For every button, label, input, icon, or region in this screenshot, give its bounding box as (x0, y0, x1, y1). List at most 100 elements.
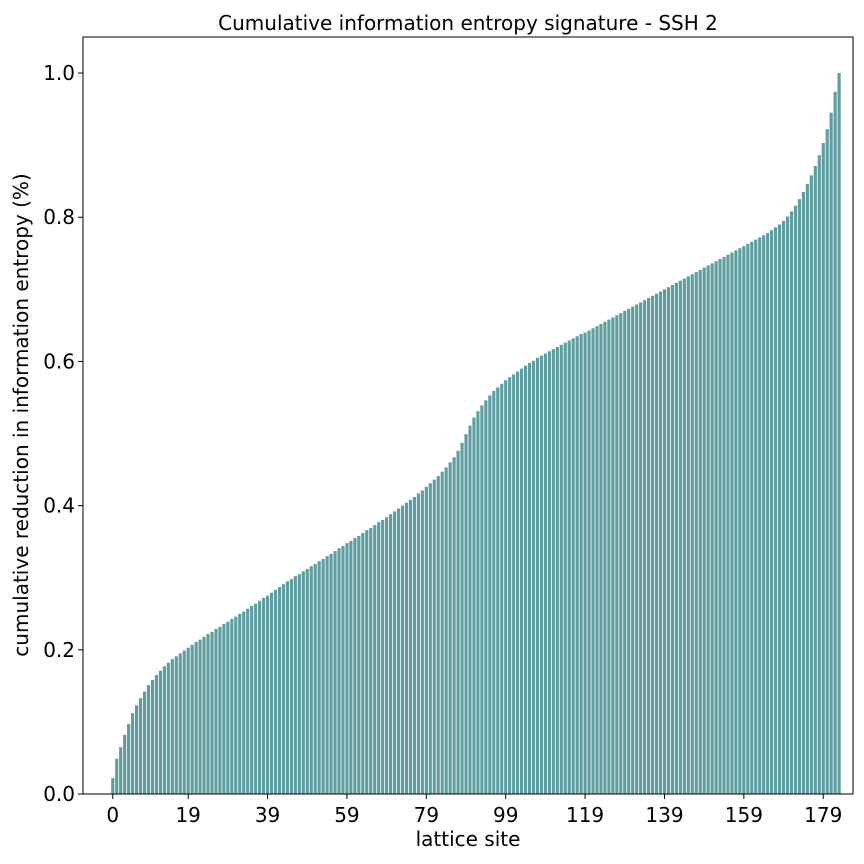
bar-49 (305, 569, 309, 794)
bar-118 (579, 334, 583, 794)
bar-33 (242, 611, 246, 794)
bar-167 (774, 227, 778, 794)
x-tick-label: 119 (566, 803, 604, 827)
bar-37 (258, 600, 262, 794)
bar-54 (325, 556, 329, 794)
bar-65 (369, 527, 373, 794)
bar-81 (432, 479, 436, 794)
chart-title: Cumulative information entropy signature… (218, 11, 718, 35)
bar-104 (523, 365, 528, 794)
bar-24 (206, 633, 210, 794)
bar-129 (623, 310, 627, 794)
bar-137 (654, 293, 659, 794)
bar-103 (519, 368, 524, 794)
bar-164 (762, 235, 766, 794)
bar-143 (678, 280, 682, 794)
bar-182 (833, 91, 837, 795)
x-tick-label: 59 (334, 803, 359, 827)
y-tick-label: 0.2 (43, 638, 75, 662)
bar-76 (412, 496, 417, 794)
bar-163 (758, 237, 762, 795)
bar-52 (317, 561, 321, 794)
bar-95 (488, 395, 492, 794)
bar-89 (464, 434, 468, 794)
bar-148 (698, 269, 702, 794)
bar-131 (631, 306, 635, 794)
bar-112 (555, 347, 559, 794)
bar-42 (277, 587, 282, 794)
bar-142 (674, 282, 678, 794)
bar-7 (138, 698, 143, 794)
bar-58 (341, 545, 345, 794)
bar-47 (297, 574, 301, 794)
bar-134 (643, 300, 647, 794)
bar-172 (793, 205, 798, 794)
bar-29 (226, 621, 230, 794)
bar-179 (821, 142, 825, 795)
x-tick-label: 19 (175, 803, 200, 827)
bar-136 (650, 295, 655, 794)
bar-97 (496, 387, 500, 794)
bar-160 (746, 243, 750, 794)
x-tick-label: 0 (106, 803, 119, 827)
bar-168 (777, 224, 782, 794)
bar-119 (583, 332, 587, 794)
bar-111 (551, 349, 555, 794)
bar-55 (329, 553, 333, 794)
bar-115 (567, 340, 571, 794)
bar-34 (246, 608, 250, 794)
y-tick-label: 1.0 (43, 61, 75, 85)
bar-43 (281, 584, 286, 794)
bar-50 (309, 566, 313, 794)
bar-158 (738, 248, 742, 795)
bar-39 (265, 595, 270, 794)
bar-155 (726, 254, 730, 795)
bar-75 (408, 499, 413, 794)
bar-101 (512, 374, 516, 794)
bar-64 (365, 530, 369, 794)
bar-90 (468, 425, 472, 794)
y-tick-label: 0.4 (43, 494, 75, 518)
x-tick-label: 179 (804, 803, 842, 827)
bar-62 (357, 535, 361, 794)
bar-71 (392, 511, 397, 794)
bar-59 (345, 543, 349, 794)
x-tick-label: 79 (414, 803, 439, 827)
bar-94 (484, 400, 488, 794)
bar-106 (531, 360, 536, 794)
bar-93 (480, 405, 484, 794)
x-axis-title: lattice site (416, 827, 521, 851)
bar-1 (115, 758, 119, 794)
bar-70 (389, 514, 393, 794)
bar-20 (190, 644, 194, 794)
bars-group (111, 73, 841, 795)
bar-77 (416, 493, 420, 794)
bar-181 (829, 112, 833, 794)
bar-114 (563, 342, 567, 794)
bar-140 (666, 287, 671, 794)
bar-157 (734, 250, 738, 794)
bar-74 (404, 502, 409, 794)
x-tick-label: 139 (645, 803, 683, 827)
bar-30 (230, 618, 234, 794)
bar-80 (428, 483, 432, 794)
bar-92 (476, 411, 480, 794)
bar-105 (527, 362, 532, 794)
bar-32 (238, 613, 242, 794)
bar-78 (420, 490, 424, 794)
bar-123 (599, 323, 603, 794)
bar-141 (670, 285, 674, 794)
bar-126 (611, 317, 615, 794)
bar-121 (591, 328, 595, 794)
bar-166 (770, 230, 774, 795)
bar-12 (158, 670, 162, 794)
bar-159 (742, 246, 746, 794)
bar-175 (805, 184, 809, 794)
bar-60 (349, 540, 353, 794)
bar-9 (146, 685, 151, 794)
y-tick-label: 0.8 (43, 205, 75, 229)
bar-178 (817, 155, 821, 795)
bar-40 (269, 592, 274, 794)
bar-4 (127, 724, 131, 794)
bar-14 (166, 662, 170, 794)
